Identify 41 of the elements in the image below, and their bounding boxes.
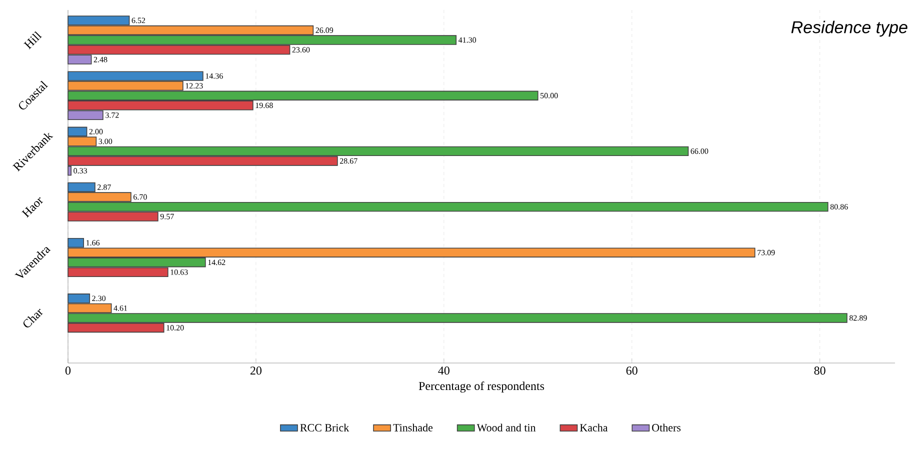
data-label: 14.62 bbox=[208, 260, 226, 266]
data-label: 66.00 bbox=[690, 148, 708, 154]
legend-label: RCC Brick bbox=[300, 424, 350, 432]
data-label: 3.72 bbox=[106, 112, 119, 118]
data-label: 41.30 bbox=[458, 37, 476, 43]
data-label: 6.70 bbox=[134, 194, 147, 200]
data-label: 3.00 bbox=[98, 138, 112, 144]
x-tick-label: 60 bbox=[626, 366, 638, 375]
x-axis-title: Percentage of respondents bbox=[418, 381, 544, 393]
data-label: 28.67 bbox=[340, 158, 358, 164]
x-tick-label: 40 bbox=[438, 366, 450, 375]
data-label: 23.60 bbox=[292, 47, 310, 53]
x-tick-label: 0 bbox=[65, 366, 71, 375]
data-label: 2.48 bbox=[94, 56, 108, 62]
data-label: 1.66 bbox=[86, 240, 100, 246]
data-label: 0.33 bbox=[74, 168, 87, 174]
data-label: 73.09 bbox=[758, 250, 775, 256]
data-label: 10.20 bbox=[166, 325, 184, 330]
legend-label: Others bbox=[652, 424, 681, 432]
data-label: 80.86 bbox=[830, 204, 848, 210]
data-label: 2.30 bbox=[92, 296, 106, 302]
legend-label: Kacha bbox=[580, 424, 608, 432]
data-label: 19.68 bbox=[256, 102, 273, 108]
data-label: 14.36 bbox=[206, 73, 223, 79]
data-label: 2.87 bbox=[98, 184, 111, 190]
data-label: 26.09 bbox=[316, 28, 334, 33]
legend-label: Wood and tin bbox=[476, 424, 536, 432]
x-tick-label: 20 bbox=[250, 366, 262, 375]
x-tick-label: 80 bbox=[814, 366, 826, 375]
text: Residence type bbox=[791, 20, 908, 37]
y-tick-label: Hill bbox=[24, 31, 42, 50]
data-label: 10.63 bbox=[170, 269, 188, 275]
data-label: 9.57 bbox=[160, 214, 174, 220]
data-label: 6.52 bbox=[132, 18, 146, 24]
data-label: 2.00 bbox=[89, 128, 103, 134]
data-label: 50.00 bbox=[540, 92, 558, 98]
data-label: 82.89 bbox=[849, 315, 867, 321]
y-tick-label: Char bbox=[23, 308, 43, 328]
data-label: 12.23 bbox=[186, 83, 203, 89]
legend-label: Tinshade bbox=[393, 424, 433, 432]
data-label: 4.61 bbox=[114, 305, 128, 311]
